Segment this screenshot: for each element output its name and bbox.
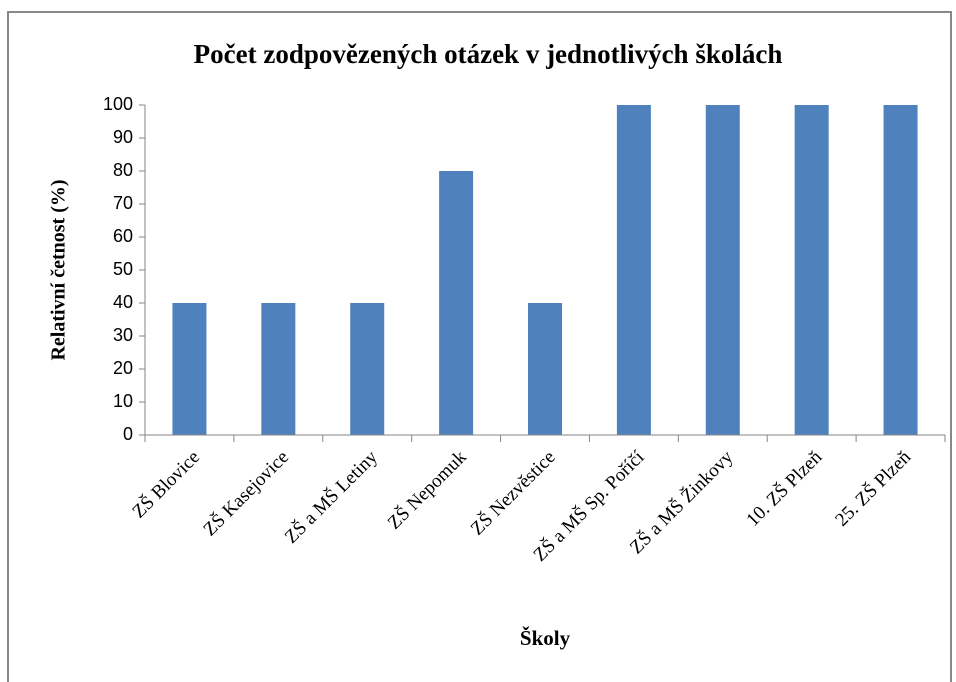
x-tick-label: 10. ZŠ Plzeň xyxy=(742,446,827,531)
x-tick-label: ZŠ a MŠ Letiny xyxy=(280,446,382,548)
x-tick-label: ZŠ Kasejovice xyxy=(199,446,293,540)
x-axis-label: Školy xyxy=(520,626,571,650)
chart-title: Počet zodpovězených otázek v jednotlivýc… xyxy=(194,39,783,69)
y-tick-label: 50 xyxy=(113,259,133,279)
y-tick-label: 10 xyxy=(113,391,133,411)
x-tick-label: ZŠ Nezvěstice xyxy=(466,446,560,540)
y-axis-label: Relativní četnost (%) xyxy=(48,179,70,360)
bar xyxy=(883,105,918,435)
y-tick-label: 40 xyxy=(113,292,133,312)
bar xyxy=(172,303,207,435)
y-tick-label: 70 xyxy=(113,193,133,213)
y-tick-label: 90 xyxy=(113,127,133,147)
bar xyxy=(439,171,474,435)
x-tick-label: ZŠ Blovice xyxy=(128,446,204,522)
bar xyxy=(528,303,562,435)
y-tick-label: 80 xyxy=(113,160,133,180)
x-tick-label: ZŠ Nepomuk xyxy=(383,446,471,534)
bar xyxy=(616,105,651,435)
y-tick-label: 60 xyxy=(113,226,133,246)
bar xyxy=(261,303,296,435)
y-tick-label: 30 xyxy=(113,325,133,345)
bar xyxy=(794,105,829,435)
y-tick-label: 100 xyxy=(103,94,133,114)
bar xyxy=(705,105,740,435)
y-tick-label: 20 xyxy=(113,358,133,378)
x-tick-label: 25. ZŠ Plzeň xyxy=(831,446,916,531)
bar xyxy=(350,303,385,435)
chart-border xyxy=(7,11,952,682)
y-tick-label: 0 xyxy=(123,424,133,444)
